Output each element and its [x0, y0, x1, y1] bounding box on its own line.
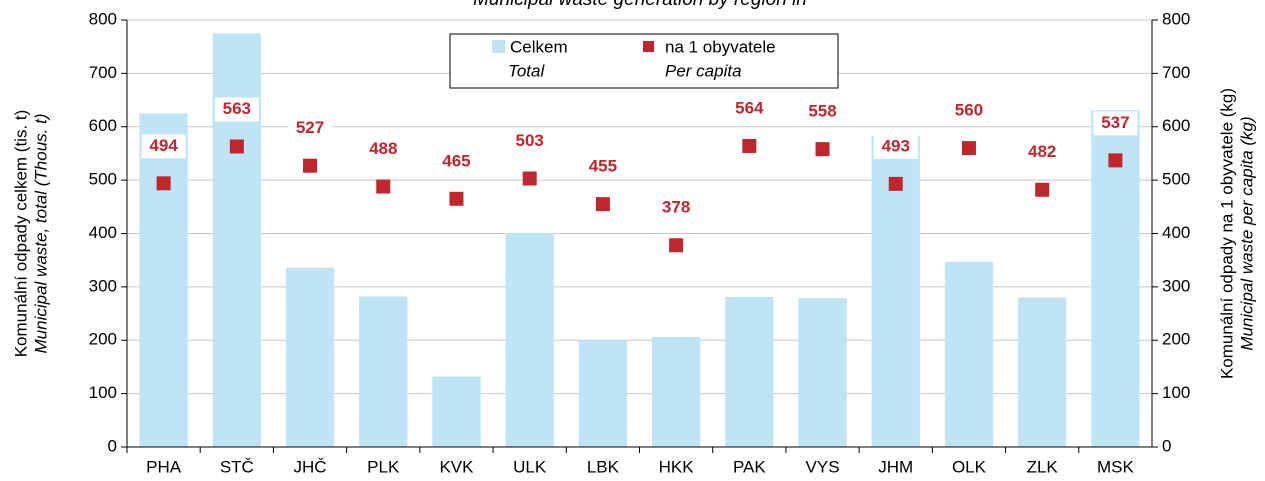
label-bg [1020, 140, 1065, 165]
legend-swatch [492, 40, 505, 53]
bar [651, 337, 701, 447]
marker [961, 141, 976, 156]
legend-label: na 1 obyvatele [665, 37, 776, 56]
bar [1018, 297, 1067, 447]
y2-tick-label: 200 [1162, 330, 1190, 349]
y2-tick-label: 400 [1162, 223, 1190, 242]
legend-label-en: Per capita [665, 61, 742, 80]
label-bg [141, 134, 186, 159]
y-tick-label: 100 [89, 383, 117, 402]
legend-swatch [643, 41, 654, 52]
data-label: 465 [442, 151, 470, 170]
y-tick-label: 800 [89, 9, 117, 28]
y2-tick-label: 600 [1162, 116, 1190, 135]
data-label: 558 [808, 102, 836, 121]
data-label: 455 [589, 157, 617, 176]
label-bg [1093, 111, 1138, 136]
x-tick-label: PLK [367, 457, 400, 476]
y2-axis-title-en: Municipal waste per capita (kg) [1237, 116, 1256, 350]
data-label: 488 [369, 139, 397, 158]
bar [432, 376, 481, 447]
x-tick-label: OLK [952, 457, 987, 476]
marker [1108, 153, 1123, 168]
y2-axis-title: Komunální odpady na 1 obyvatele (kg) [1217, 88, 1236, 379]
y-tick-label: 200 [89, 330, 117, 349]
bar [798, 298, 847, 447]
y-tick-label: 500 [89, 170, 117, 189]
bar [212, 33, 261, 447]
x-tick-label: LBK [587, 457, 620, 476]
label-bg [361, 137, 406, 162]
data-label: 378 [662, 198, 690, 217]
x-tick-label: PHA [146, 457, 182, 476]
y2-tick-label: 0 [1162, 436, 1171, 455]
bar [578, 340, 628, 447]
y-axis-title-en: Municipal waste, total (Thous. t) [31, 114, 50, 354]
data-label: 493 [882, 136, 910, 155]
label-bg [800, 100, 845, 125]
y2-tick-label: 300 [1162, 276, 1190, 295]
marker [156, 176, 171, 191]
data-label: 503 [515, 131, 543, 150]
label-bg [434, 149, 479, 174]
bar [285, 267, 335, 447]
label-bg [654, 196, 699, 221]
data-label: 563 [223, 99, 251, 118]
x-tick-label: KVK [439, 457, 474, 476]
y-axis-title: Komunální odpady celkem (tis. t) [11, 110, 30, 358]
label-bg [288, 116, 333, 141]
data-label: 560 [955, 101, 983, 120]
marker [303, 158, 318, 173]
bar [505, 232, 554, 447]
marker [669, 238, 684, 253]
y-tick-label: 300 [89, 276, 117, 295]
x-tick-label: HKK [659, 457, 695, 476]
marker [376, 179, 391, 194]
data-label: 537 [1101, 113, 1129, 132]
chart-title: Municipal waste generation by region in [473, 0, 807, 10]
x-tick-label: JHČ [294, 457, 327, 476]
label-bg [873, 134, 918, 159]
label-bg [214, 97, 259, 122]
marker [522, 171, 537, 186]
x-tick-label: PAK [733, 457, 766, 476]
data-label: 564 [735, 98, 764, 117]
x-tick-label: STČ [220, 457, 254, 476]
marker [449, 191, 464, 206]
x-tick-label: VYS [806, 457, 840, 476]
marker [888, 176, 903, 191]
y-tick-label: 600 [89, 116, 117, 135]
y-tick-label: 0 [108, 436, 117, 455]
marker [229, 139, 244, 154]
x-tick-label: ZLK [1027, 457, 1059, 476]
x-tick-label: MSK [1097, 457, 1135, 476]
label-bg [580, 155, 625, 180]
data-label: 527 [296, 118, 324, 137]
label-bg [727, 96, 772, 121]
y2-tick-label: 800 [1162, 9, 1190, 28]
label-bg [946, 99, 991, 124]
x-tick-label: JHM [878, 457, 913, 476]
bar [359, 296, 408, 447]
bar [725, 297, 774, 447]
data-label: 482 [1028, 142, 1056, 161]
bar [139, 113, 188, 447]
marker [595, 197, 610, 212]
marker [1035, 182, 1050, 197]
y2-tick-label: 500 [1162, 170, 1190, 189]
y-tick-label: 400 [89, 223, 117, 242]
y2-tick-label: 100 [1162, 383, 1190, 402]
legend-label-en: Total [508, 61, 545, 80]
y-tick-label: 700 [89, 63, 117, 82]
marker [815, 142, 830, 157]
bar [944, 261, 994, 447]
x-tick-label: ULK [513, 457, 547, 476]
legend-label: Celkem [510, 37, 568, 56]
marker [742, 138, 757, 153]
data-label: 494 [149, 136, 178, 155]
label-bg [507, 129, 552, 154]
y2-tick-label: 700 [1162, 63, 1190, 82]
